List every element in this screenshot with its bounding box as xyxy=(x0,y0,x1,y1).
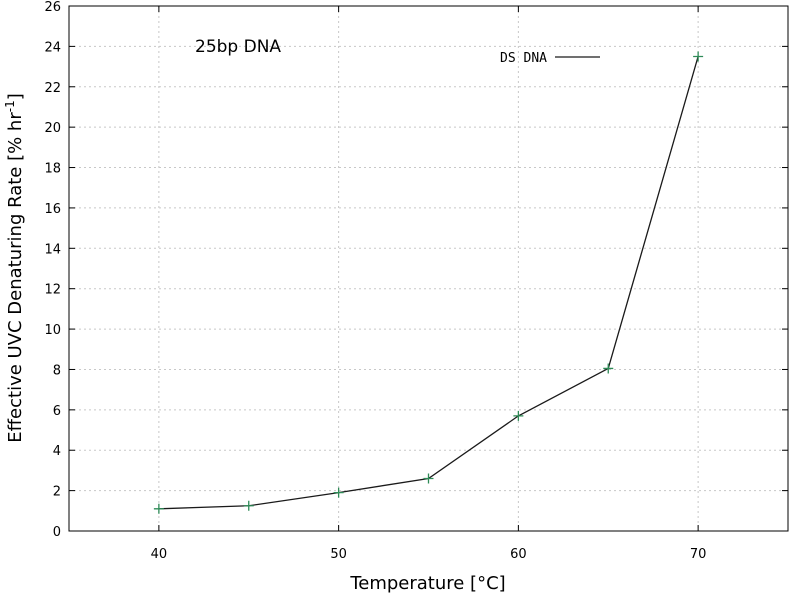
legend-label: DS DNA xyxy=(500,51,547,66)
chart-annotation: 25bp DNA xyxy=(195,37,281,57)
y-tick-label: 22 xyxy=(44,81,61,96)
data-point-marker xyxy=(693,51,704,62)
y-axis-label-main: Effective UVC Denaturing Rate [% hr xyxy=(5,112,26,443)
plot-frame xyxy=(68,5,789,532)
y-tick-label: 16 xyxy=(44,202,61,217)
y-tick-label: 4 xyxy=(53,444,61,459)
y-axis-label-superscript: -1 xyxy=(3,100,17,112)
y-tick-label: 24 xyxy=(44,40,61,55)
grid xyxy=(69,6,788,531)
series-line xyxy=(158,56,699,510)
x-tick-label: 60 xyxy=(510,547,527,562)
y-tick-label: 14 xyxy=(44,242,61,257)
series xyxy=(153,51,704,514)
legend: DS DNA xyxy=(500,51,600,66)
y-axis-label: Effective UVC Denaturing Rate [% hr-1] xyxy=(3,93,26,442)
data-point-marker xyxy=(603,363,614,374)
y-tick-label: 0 xyxy=(53,525,61,540)
x-tick-label: 40 xyxy=(151,547,168,562)
x-tick-label: 50 xyxy=(330,547,347,562)
data-point-marker xyxy=(423,473,434,484)
y-tick-label: 6 xyxy=(53,404,61,419)
y-tick-label: 26 xyxy=(44,0,61,15)
y-tick-label: 20 xyxy=(44,121,61,136)
y-tick-label: 8 xyxy=(53,363,61,378)
data-point-marker xyxy=(333,487,344,498)
x-tick-label: 70 xyxy=(690,547,707,562)
y-tick-label: 10 xyxy=(44,323,61,338)
x-axis-label: Temperature [°C] xyxy=(349,573,505,594)
data-point-marker xyxy=(153,503,164,514)
y-tick-label: 18 xyxy=(44,162,61,177)
y-axis-label-end: ] xyxy=(5,93,26,100)
data-point-marker xyxy=(243,500,254,511)
y-tick-label: 2 xyxy=(53,485,61,500)
data-point-marker xyxy=(513,410,524,421)
y-tick-label: 12 xyxy=(44,283,61,298)
